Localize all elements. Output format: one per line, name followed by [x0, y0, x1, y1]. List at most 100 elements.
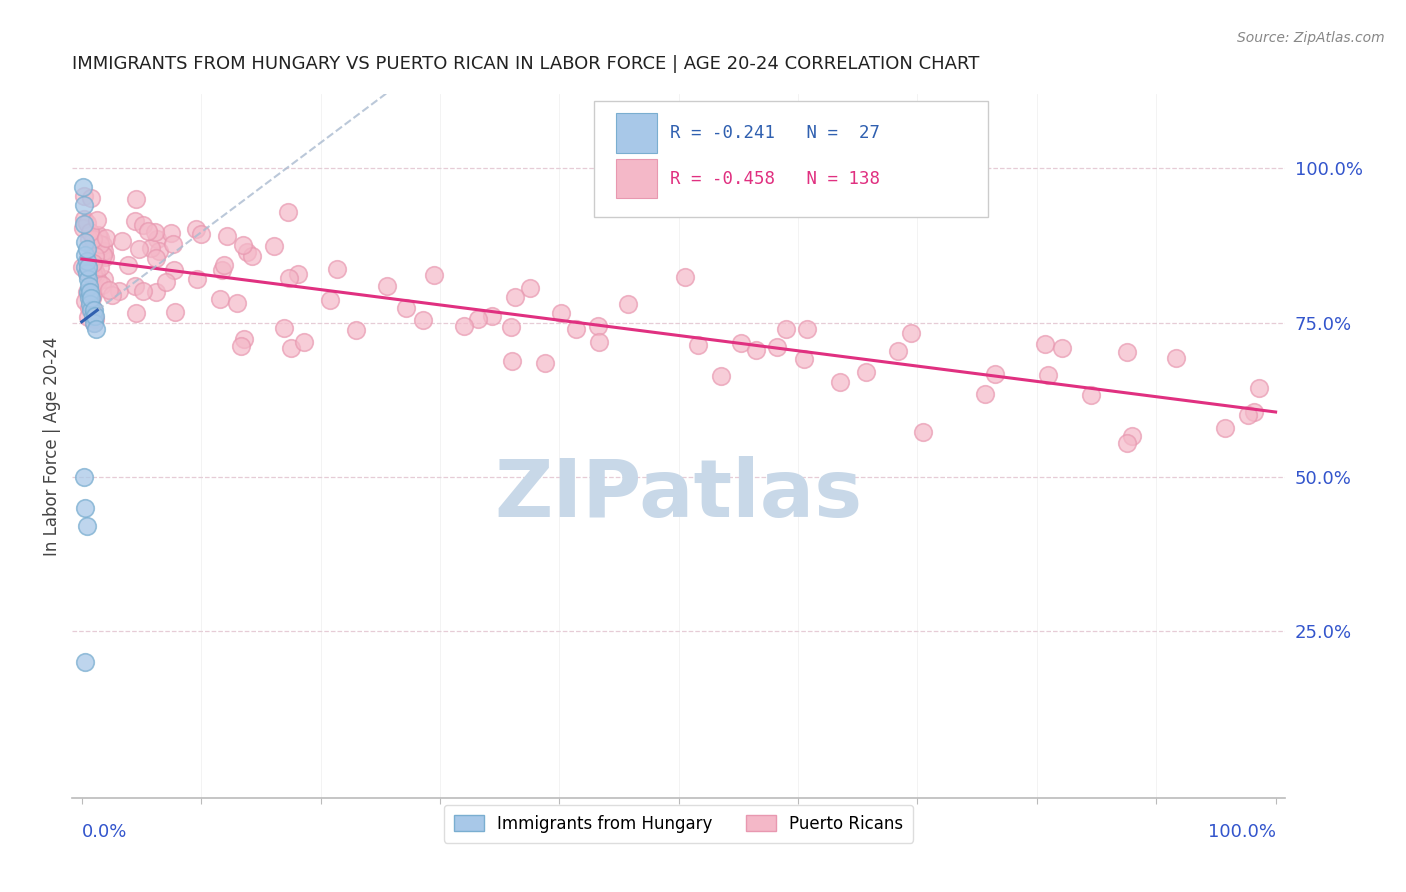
Text: IMMIGRANTS FROM HUNGARY VS PUERTO RICAN IN LABOR FORCE | AGE 20-24 CORRELATION C: IMMIGRANTS FROM HUNGARY VS PUERTO RICAN …	[72, 55, 980, 73]
Point	[83, 311, 105, 326]
Point	[125, 192, 148, 206]
Point	[984, 368, 1007, 382]
Point	[79, 291, 101, 305]
Point	[344, 323, 367, 337]
Point	[73, 470, 96, 484]
Point	[94, 231, 117, 245]
Point	[1243, 404, 1265, 418]
Point	[93, 238, 115, 252]
Point	[1164, 351, 1187, 365]
Point	[793, 351, 815, 366]
Point	[117, 258, 139, 272]
Point	[76, 253, 98, 268]
Point	[101, 288, 124, 302]
Point	[974, 387, 997, 401]
Point	[83, 278, 105, 293]
Point	[1080, 388, 1102, 402]
Point	[900, 326, 922, 341]
Text: 0.0%: 0.0%	[82, 822, 127, 841]
Point	[82, 239, 104, 253]
Point	[155, 276, 177, 290]
Point	[132, 284, 155, 298]
Point	[232, 237, 254, 252]
Point	[72, 179, 94, 194]
Point	[565, 322, 588, 336]
Point	[519, 281, 541, 295]
Point	[533, 356, 555, 370]
Point	[76, 266, 98, 280]
Point	[745, 343, 768, 357]
Point	[77, 261, 100, 276]
Point	[73, 198, 96, 212]
FancyBboxPatch shape	[593, 101, 988, 218]
Point	[125, 306, 148, 320]
Point	[686, 338, 709, 352]
Point	[75, 500, 97, 515]
Point	[124, 214, 146, 228]
Point	[84, 322, 107, 336]
Point	[90, 278, 112, 293]
Point	[1033, 337, 1056, 351]
Point	[912, 425, 935, 440]
Point	[186, 272, 208, 286]
Point	[231, 339, 253, 353]
Point	[159, 227, 181, 241]
Point	[236, 245, 259, 260]
Point	[77, 278, 100, 293]
Point	[89, 231, 111, 245]
Point	[588, 334, 610, 349]
Point	[395, 301, 418, 316]
Point	[80, 291, 103, 305]
Point	[79, 258, 101, 272]
Point	[1121, 429, 1143, 443]
Text: R = -0.458   N = 138: R = -0.458 N = 138	[671, 169, 880, 187]
Point	[77, 232, 100, 246]
Point	[277, 205, 299, 219]
Point	[76, 266, 98, 280]
Point	[1237, 408, 1260, 422]
Point	[1115, 435, 1137, 450]
Point	[84, 268, 107, 282]
Point	[73, 293, 96, 308]
Point	[148, 244, 170, 258]
Point	[209, 292, 232, 306]
FancyBboxPatch shape	[616, 159, 657, 198]
Point	[796, 322, 818, 336]
Point	[467, 311, 489, 326]
Point	[84, 249, 107, 263]
Point	[501, 354, 523, 368]
Point	[79, 285, 101, 299]
Point	[765, 340, 787, 354]
Point	[710, 369, 733, 384]
Point	[287, 267, 309, 281]
Point	[1215, 421, 1237, 435]
Point	[163, 305, 186, 319]
Point	[89, 260, 111, 274]
Point	[586, 318, 609, 333]
Point	[107, 284, 129, 298]
Point	[481, 309, 503, 323]
Point	[190, 227, 212, 241]
Point	[72, 260, 94, 274]
Point	[143, 225, 166, 239]
Point	[128, 243, 150, 257]
Point	[139, 241, 162, 255]
Point	[162, 237, 184, 252]
Point	[72, 212, 94, 227]
Point	[80, 252, 103, 266]
Point	[124, 278, 146, 293]
Point	[76, 242, 98, 256]
Point	[1249, 381, 1271, 395]
Point	[84, 310, 107, 324]
Text: R = -0.241   N =  27: R = -0.241 N = 27	[671, 124, 880, 142]
Point	[77, 310, 100, 324]
Point	[76, 519, 98, 533]
Point	[83, 316, 105, 330]
Point	[82, 291, 104, 305]
Point	[93, 271, 115, 285]
Point	[145, 251, 167, 265]
Point	[326, 261, 349, 276]
Point	[184, 221, 207, 235]
Point	[87, 228, 110, 243]
Point	[163, 263, 186, 277]
